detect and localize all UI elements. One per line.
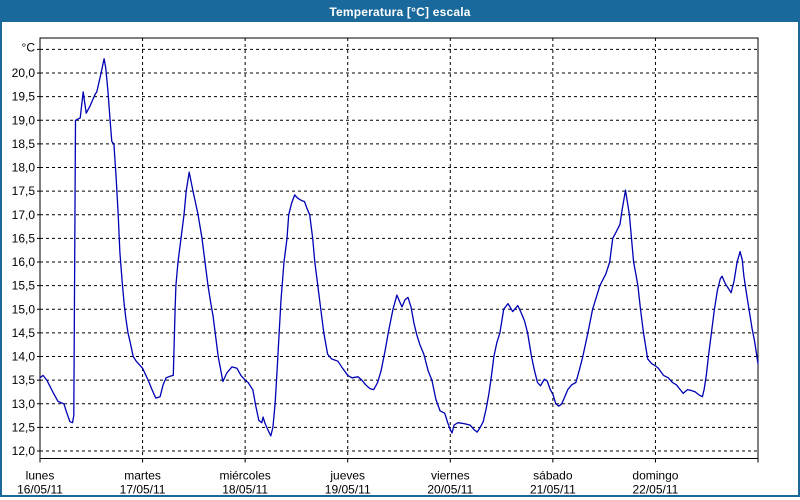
plot-frame [39, 37, 759, 459]
x-axis-day-label: viernes [431, 469, 470, 483]
y-axis-label: 17,5 [12, 184, 36, 198]
y-axis-label: 18,5 [12, 137, 36, 151]
temperature-series-line [39, 58, 759, 437]
y-axis-label: 15,0 [12, 302, 36, 316]
x-axis-date-label: 17/05/11 [120, 483, 166, 496]
y-axis-label: 17,0 [12, 208, 36, 222]
x-axis-date-label: 16/05/11 [17, 483, 63, 496]
y-axis-label: 13,0 [12, 397, 36, 411]
chart-title: Temperatura [°C] escala [329, 5, 471, 19]
y-axis-label: 19,0 [12, 113, 36, 127]
x-axis-date-label: 22/05/11 [633, 483, 679, 496]
y-axis-label: 14,5 [12, 326, 36, 340]
y-axis-label: 16,0 [12, 255, 36, 269]
x-axis-day-label: lunes [26, 469, 55, 483]
temperature-line-chart: 20,0 19,5 19,0 18,5 18,0 17,5 17,0 16,5 16,0 15,5… [12, 37, 759, 496]
y-axis-label: 18,0 [12, 161, 36, 175]
x-axis-day-label: domingo [632, 469, 678, 483]
y-axis-label: 19,5 [12, 90, 36, 104]
y-axis-label: 13,5 [12, 373, 36, 387]
y-axis-label: 14,0 [12, 350, 36, 364]
x-axis-date-label: 19/05/11 [325, 483, 371, 496]
title-bar: Temperatura [°C] escala [2, 2, 798, 22]
y-axis-unit-label: °C [22, 40, 36, 54]
y-axis-label: 20,0 [12, 66, 36, 80]
x-axis-day-label: martes [124, 469, 161, 483]
x-axis-date-label: 18/05/11 [222, 483, 268, 496]
y-axis-label: 16,5 [12, 231, 36, 245]
y-axis-label: 15,5 [12, 279, 36, 293]
y-axis-label: 12,5 [12, 420, 36, 434]
x-axis-day-label: sábado [533, 469, 573, 483]
x-axis-date-label: 20/05/11 [427, 483, 473, 496]
y-axis-label: 12,0 [12, 444, 36, 458]
x-axis-day-label: miércoles [219, 469, 270, 483]
x-axis-date-label: 21/05/11 [530, 483, 576, 496]
x-axis-day-label: jueves [329, 469, 365, 483]
chart-area: 20,0 19,5 19,0 18,5 18,0 17,5 17,0 16,5 16,0 15,5… [2, 22, 798, 495]
